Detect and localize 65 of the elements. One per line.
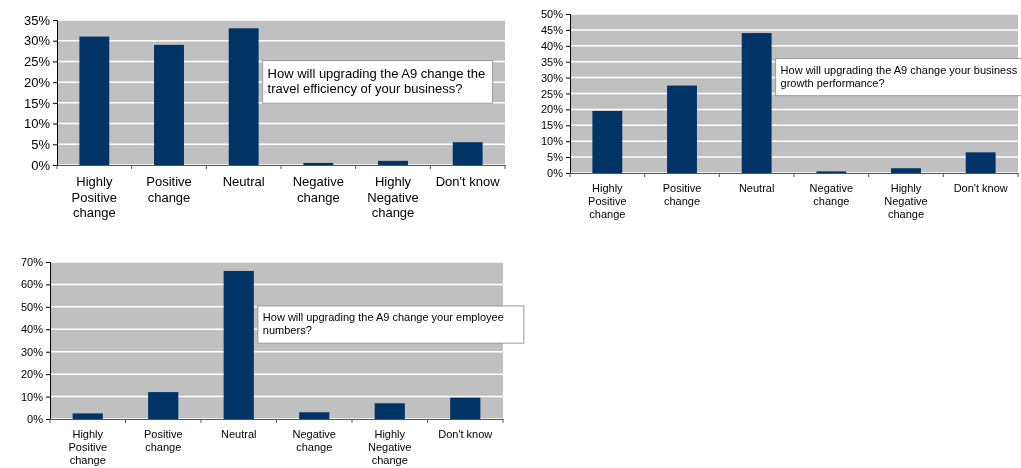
bar: [79, 36, 110, 165]
bar: [450, 397, 481, 419]
bar: [965, 152, 996, 173]
x-tick-label: Highly Positive change: [68, 428, 108, 467]
bar: [72, 413, 103, 419]
bar: [299, 412, 330, 419]
y-tick-label: 0%: [547, 167, 564, 180]
x-tick-label: Negative change: [292, 174, 344, 205]
bar: [223, 270, 254, 419]
x-tick-label: Positive change: [146, 174, 192, 205]
y-tick-label: 50%: [540, 8, 564, 21]
x-tick-label: Positive change: [143, 428, 183, 454]
bar: [378, 160, 408, 165]
bar: [303, 162, 334, 165]
y-tick-label: 30%: [20, 345, 44, 358]
y-tick-label: 0%: [27, 413, 44, 426]
y-tick-label: 35%: [540, 55, 564, 68]
y-tick-label: 15%: [23, 95, 51, 111]
x-tick-label: Don't know: [438, 428, 493, 440]
y-tick-label: 10%: [20, 390, 44, 403]
bar: [592, 110, 623, 173]
text: How will upgrading the A9 change your business growth performance?: [780, 63, 1018, 89]
y-tick-label: 20%: [23, 74, 51, 90]
bar: [891, 168, 921, 173]
text: How will upgrading the A9 change your employee numbers?: [262, 310, 504, 337]
y-tick-label: 25%: [23, 54, 51, 70]
x-tick-label: Neutral: [738, 182, 775, 194]
y-tick-label: 30%: [23, 33, 51, 49]
y-tick-label: 35%: [23, 12, 51, 28]
y-tick-label: 10%: [23, 116, 51, 132]
x-tick-label: Positive change: [662, 182, 702, 208]
bar: [148, 392, 179, 419]
y-tick-label: 60%: [20, 278, 44, 291]
x-tick-label: Negative change: [292, 428, 336, 454]
x-tick-label: Highly Positive change: [588, 182, 627, 221]
x-tick-label: Highly Positive change: [71, 174, 118, 221]
y-tick-label: 5%: [547, 151, 564, 164]
y-tick-label: 40%: [20, 323, 44, 336]
x-tick-label: Highly Negative change: [367, 174, 419, 221]
bar: [154, 44, 184, 165]
x-tick-label: Don't know: [953, 182, 1008, 194]
x-tick-label: Negative change: [809, 182, 854, 208]
x-tick-label: Don't know: [435, 174, 501, 189]
y-tick-label: 20%: [20, 368, 44, 381]
y-tick-label: 20%: [540, 103, 564, 116]
bar: [667, 85, 697, 173]
y-tick-label: 45%: [540, 23, 564, 36]
y-tick-label: 40%: [540, 39, 564, 52]
y-tick-label: 30%: [540, 71, 564, 84]
x-tick-label: Highly Negative change: [884, 182, 928, 221]
y-tick-label: 5%: [31, 136, 51, 152]
bar: [374, 403, 405, 419]
y-tick-label: 15%: [540, 119, 564, 132]
x-tick-label: Neutral: [221, 428, 257, 440]
bar: [452, 142, 483, 165]
y-tick-label: 0%: [31, 157, 51, 173]
y-tick-label: 50%: [20, 300, 44, 313]
bar: [228, 28, 259, 165]
text: How will upgrading the A9 change the travel efficiency of your business?: [267, 65, 486, 97]
x-tick-label: Neutral: [222, 174, 265, 189]
x-tick-label: Highly Negative change: [368, 428, 412, 467]
bar: [741, 33, 772, 173]
y-tick-label: 10%: [540, 135, 564, 148]
y-tick-label: 70%: [20, 256, 44, 269]
y-tick-label: 25%: [540, 87, 564, 100]
